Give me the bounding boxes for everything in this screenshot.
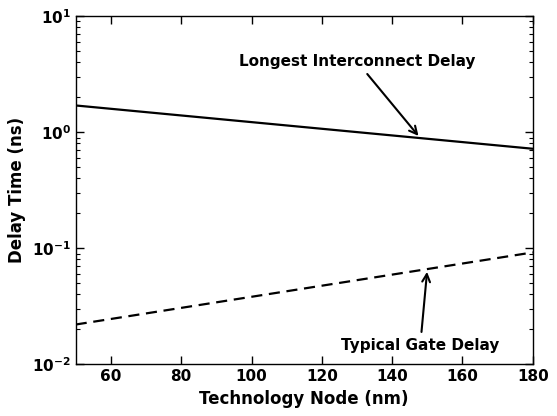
Y-axis label: Delay Time (ns): Delay Time (ns) [8, 117, 26, 263]
X-axis label: Technology Node (nm): Technology Node (nm) [199, 390, 409, 408]
Text: Typical Gate Delay: Typical Gate Delay [341, 274, 500, 352]
Text: Longest Interconnect Delay: Longest Interconnect Delay [239, 54, 475, 134]
